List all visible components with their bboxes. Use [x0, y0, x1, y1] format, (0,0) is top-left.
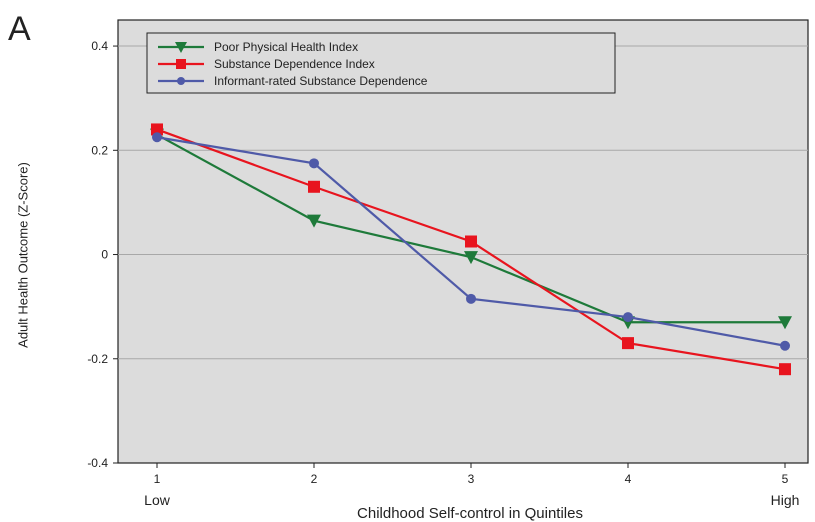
data-point	[308, 180, 320, 193]
y-tick-label: 0.2	[91, 143, 108, 157]
y-axis-ticks: -0.4 -0.2 0 0.2 0.4	[87, 39, 118, 470]
data-point	[151, 123, 163, 136]
legend-marker	[176, 59, 186, 69]
legend-label: Poor Physical Health Index	[214, 40, 358, 54]
x-tick-label: 5	[782, 472, 789, 486]
plot-area	[117, 19, 809, 464]
data-point	[778, 316, 792, 330]
data-point	[307, 214, 321, 228]
data-point	[152, 132, 162, 143]
x-axis-high-label: High	[771, 492, 800, 508]
data-point	[466, 293, 476, 304]
x-tick-label: 4	[625, 472, 632, 486]
series-circle	[152, 132, 790, 351]
series-square	[151, 123, 791, 376]
legend-box	[146, 32, 616, 94]
data-point	[464, 251, 478, 265]
data-point	[780, 340, 790, 351]
legend-label: Informant-rated Substance Dependence	[214, 74, 428, 88]
legend-label: Substance Dependence Index	[214, 57, 375, 71]
x-axis-ticks: 1 2 3 4 5	[154, 463, 789, 486]
x-axis-label: Childhood Self-control in Quintiles	[357, 505, 583, 522]
series-layer	[150, 123, 792, 376]
legend-marker	[175, 42, 187, 53]
data-point	[623, 312, 633, 323]
x-tick-label: 3	[468, 472, 475, 486]
x-axis-low-label: Low	[144, 492, 171, 508]
data-point	[309, 158, 319, 169]
x-tick-label: 2	[311, 472, 318, 486]
data-point	[465, 235, 477, 248]
x-tick-label: 1	[154, 472, 161, 486]
y-tick-label: 0.4	[91, 39, 108, 53]
legend: Poor Physical Health Index Substance Depe…	[146, 32, 616, 94]
data-point	[779, 363, 791, 376]
y-tick-label: -0.4	[87, 456, 108, 470]
y-tick-label: -0.2	[87, 352, 108, 366]
data-point	[622, 337, 634, 350]
panel-letter: A	[8, 10, 31, 48]
legend-marker	[177, 77, 185, 85]
y-tick-label: 0	[101, 248, 108, 262]
